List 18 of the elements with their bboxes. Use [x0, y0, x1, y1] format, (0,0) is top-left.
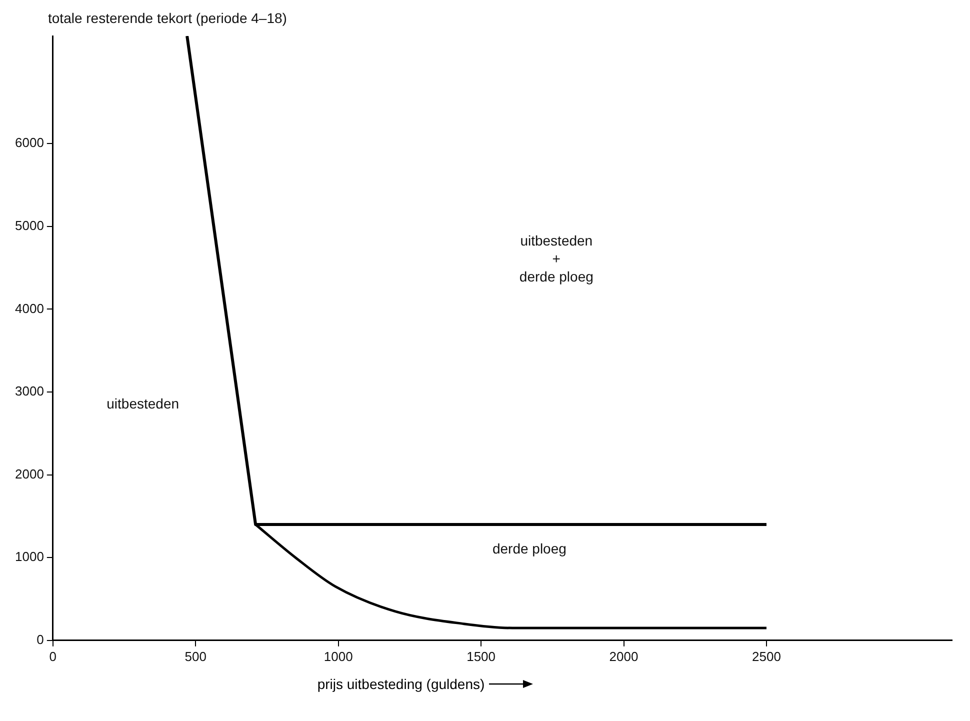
y-tick-label: 2000: [15, 466, 44, 482]
x-tick-label: 0: [49, 648, 57, 664]
annotation: derde ploeg: [492, 540, 566, 557]
x-axis-title: prijs uitbesteding (guldens): [317, 676, 485, 692]
x-tick-label: 1500: [466, 648, 496, 664]
y-tick-label: 6000: [15, 135, 44, 150]
y-axis-title: totale resterende tekort (periode 4–18): [48, 10, 287, 26]
x-tick-label: 2500: [752, 648, 781, 664]
y-tick-label: 1000: [15, 549, 44, 564]
y-tick-label: 0: [36, 632, 44, 647]
y-tick-label: 5000: [15, 218, 44, 234]
x-tick-label: 2000: [609, 648, 638, 664]
y-tick-label: 3000: [15, 384, 44, 399]
x-tick-label: 1000: [324, 648, 353, 664]
x-tick-label: 500: [184, 648, 206, 664]
annotation: uitbesteden: [106, 396, 180, 412]
y-tick-label: 4000: [15, 300, 44, 316]
annotation: uitbesteden + derde ploeg: [519, 232, 594, 284]
